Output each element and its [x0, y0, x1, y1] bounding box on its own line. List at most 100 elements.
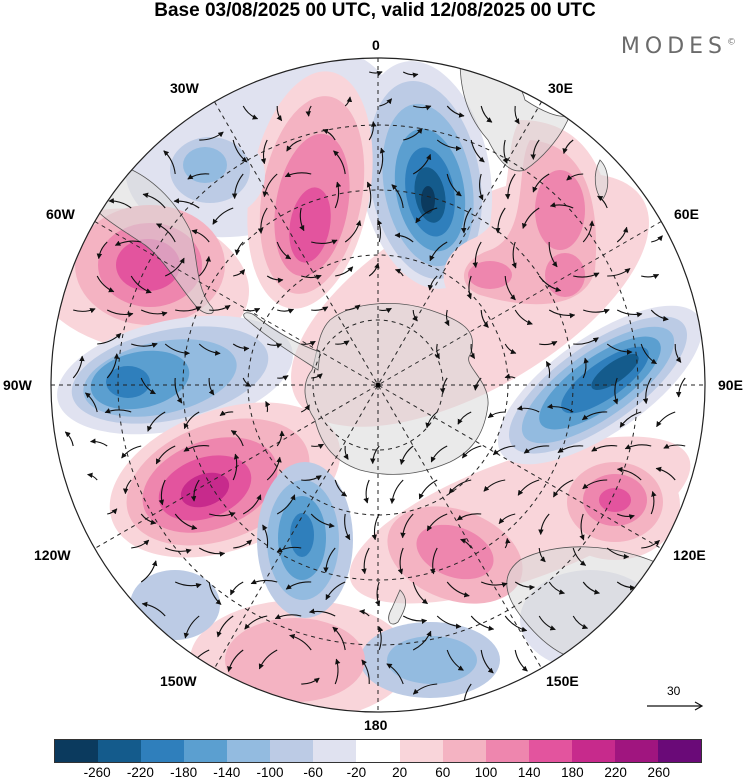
wind-vector — [582, 220, 595, 243]
wind-vector — [174, 581, 202, 589]
wind-vector — [412, 309, 418, 322]
wind-vector — [472, 241, 482, 268]
wind-vector — [480, 309, 489, 328]
wind-vector — [164, 343, 190, 356]
wind-vector — [583, 308, 610, 314]
wind-vector — [548, 241, 558, 268]
wind-vector — [343, 445, 349, 460]
wind-vector — [208, 377, 215, 396]
wind-vector — [655, 466, 676, 481]
lon-label-0: 0 — [372, 37, 380, 53]
wind-vector — [212, 207, 234, 225]
high-45e — [443, 120, 613, 323]
wind-vector — [301, 274, 322, 280]
wind-vector — [276, 494, 296, 515]
wind-vector — [402, 615, 428, 624]
wind-vector — [175, 306, 202, 312]
wind-vector — [446, 581, 470, 598]
wind-vector — [539, 341, 558, 347]
wind-vector — [572, 547, 587, 566]
wind-vector — [412, 153, 432, 175]
wind-vector — [579, 513, 585, 541]
colorbar-ticks: -260 -220 -180 -140 -100 -60 -20 20 60 100 140 180 2… — [0, 765, 750, 783]
wind-vector — [651, 235, 663, 243]
high-165w — [225, 618, 365, 702]
wind-vector — [511, 241, 517, 269]
logo-text: MODES — [620, 34, 727, 59]
wind-vector — [73, 308, 96, 314]
wind-vector — [444, 309, 450, 327]
colorbar-swatch — [485, 740, 529, 762]
wind-vector — [650, 490, 657, 515]
wind-vector — [277, 375, 289, 381]
colorbar-tick-label: 140 — [517, 765, 541, 780]
lon-label-120w: 120W — [34, 547, 71, 563]
wind-vector — [557, 445, 584, 454]
wind-vector — [266, 275, 284, 284]
wind-vector — [502, 139, 508, 164]
wind-vector — [548, 581, 565, 595]
wind-vector — [335, 266, 354, 277]
lon-label-180: 180 — [364, 717, 388, 733]
high-155e — [387, 506, 523, 604]
wind-vector — [582, 357, 589, 379]
wind-vector — [391, 184, 404, 209]
wind-vector — [208, 581, 222, 605]
wind-vector — [323, 547, 336, 573]
lon-label-90w: 90W — [3, 377, 32, 393]
wind-vector — [412, 630, 432, 651]
wind-vector — [394, 268, 404, 277]
wind-vector — [106, 353, 120, 379]
wind-vector — [478, 173, 484, 201]
wind-vector — [547, 403, 574, 413]
wind-vector — [276, 241, 292, 260]
wind-vector — [334, 181, 342, 209]
wind-vector — [457, 411, 472, 425]
wind-vector — [616, 513, 635, 520]
polar-map — [50, 57, 706, 713]
wind-vector — [616, 226, 629, 243]
wind-vector — [483, 479, 506, 492]
wind-vector — [469, 343, 476, 359]
wind-vector — [369, 70, 383, 77]
colorbar-swatch — [399, 740, 443, 762]
wind-vector — [301, 340, 316, 347]
colorbar-swatch — [184, 740, 228, 762]
wind-vector — [606, 343, 633, 355]
wind-vector — [573, 337, 599, 345]
reference-vector-label: 30 — [667, 684, 681, 698]
wind-vector — [446, 173, 462, 197]
wind-vector — [642, 377, 652, 405]
wind-vector — [174, 513, 198, 530]
wind-vector — [164, 257, 185, 277]
wind-vector — [345, 304, 361, 311]
wind-vector — [276, 546, 302, 553]
wind-vector — [163, 150, 176, 175]
wind-vector — [361, 547, 370, 575]
wind-vector — [84, 392, 98, 413]
wind-vector — [260, 139, 268, 165]
wind-vector — [366, 181, 372, 209]
high-120e — [550, 450, 680, 560]
wind-vector — [289, 633, 312, 651]
wind-vector — [311, 373, 323, 380]
wind-vector — [363, 479, 370, 504]
wind-vector — [566, 173, 584, 181]
colorbar-tick-label: 100 — [474, 765, 498, 780]
wind-vector — [412, 581, 428, 605]
wind-vector — [106, 309, 134, 318]
wind-vector — [545, 361, 552, 379]
wind-vector — [183, 615, 200, 639]
wind-vector — [233, 539, 253, 549]
wind-vector — [378, 626, 384, 651]
wind-vector — [191, 229, 210, 243]
wind-vector — [470, 139, 485, 163]
wind-vector — [521, 207, 540, 229]
wind-vector — [581, 411, 608, 421]
wind-vector — [426, 513, 448, 532]
colorbar-tick-label: -60 — [303, 765, 323, 780]
wind-vector — [158, 479, 166, 506]
wind-vector — [72, 355, 85, 379]
wind-vector — [402, 71, 419, 78]
wind-vector — [379, 307, 392, 314]
